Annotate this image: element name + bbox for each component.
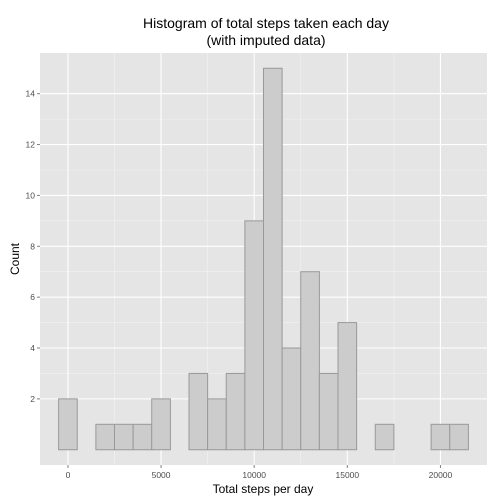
x-tick-label: 0 [66, 470, 71, 480]
histogram-bar [300, 271, 320, 451]
y-axis-ticks: 2 4 6 8 10 12 14 [26, 89, 40, 404]
x-tick-label: 20000 [429, 470, 453, 480]
histogram-bar [151, 398, 171, 451]
y-tick-label: 2 [30, 394, 35, 404]
x-tick-label: 5000 [152, 470, 171, 480]
histogram-bar [95, 423, 115, 451]
chart-title: Histogram of total steps taken each day [143, 15, 389, 31]
y-tick-label: 14 [26, 89, 36, 99]
x-axis-title: Total steps per day [213, 482, 314, 496]
y-tick-label: 8 [30, 241, 35, 251]
histogram-bar [449, 423, 469, 451]
histogram-bar [263, 67, 283, 451]
x-axis-ticks: 0 5000 10000 15000 20000 [66, 465, 453, 480]
histogram-bar [114, 423, 134, 451]
y-tick-label: 12 [26, 140, 36, 150]
histogram-bar [430, 423, 451, 451]
histogram-bar [318, 372, 339, 451]
x-tick-label: 15000 [335, 470, 359, 480]
histogram-bar [132, 423, 153, 451]
y-tick-label: 4 [30, 343, 35, 353]
histogram-bars [58, 67, 469, 451]
histogram-bar [225, 372, 246, 451]
x-tick-label: 10000 [242, 470, 266, 480]
y-axis-title: Count [8, 242, 22, 275]
histogram-bar [207, 398, 227, 451]
chart-subtitle: (with imputed data) [206, 32, 325, 48]
histogram-bar [337, 322, 358, 451]
histogram-bar [244, 220, 264, 451]
histogram-bar [58, 398, 78, 451]
y-tick-label: 6 [30, 292, 35, 302]
histogram-bar [188, 372, 209, 451]
histogram-bar [374, 423, 395, 451]
histogram-bar [281, 347, 302, 451]
y-tick-label: 10 [26, 190, 36, 200]
